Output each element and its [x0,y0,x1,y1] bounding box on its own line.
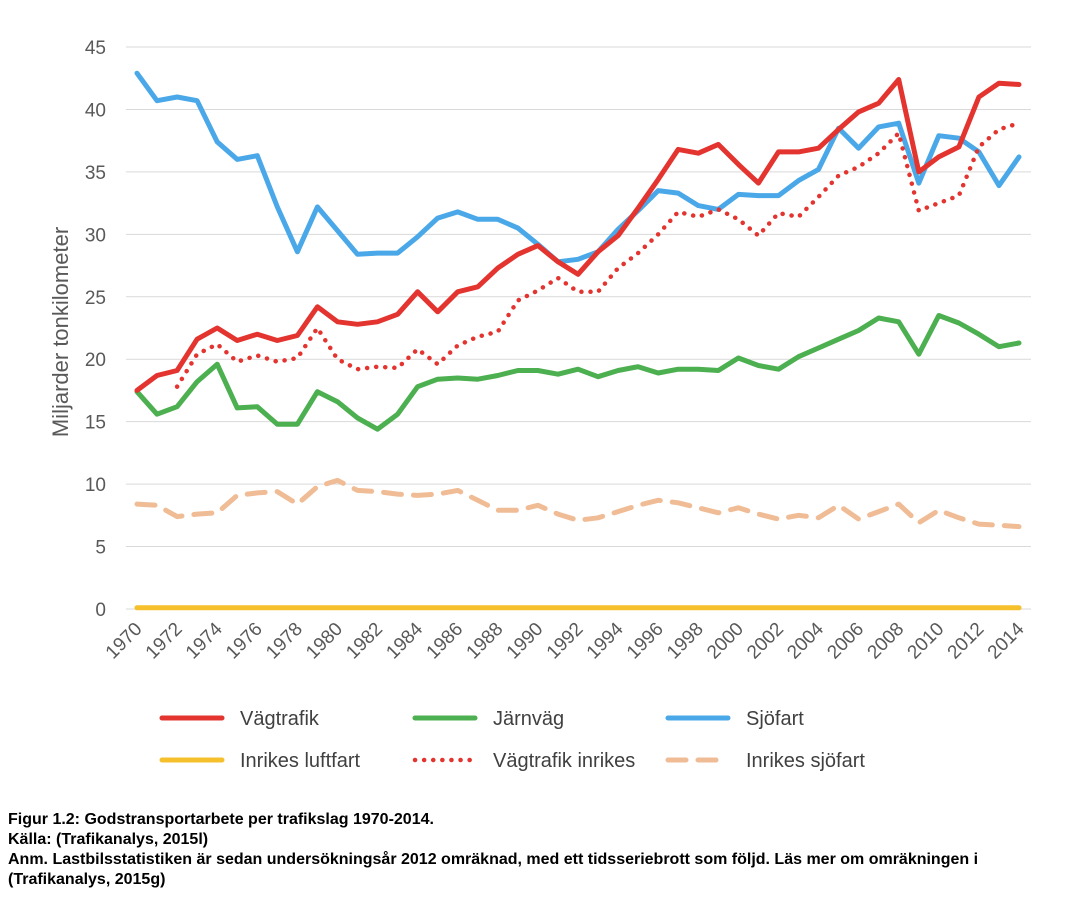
x-tick-label: 1992 [543,619,588,664]
y-tick-label: 30 [85,225,106,246]
legend-label: Vägtrafik [240,708,320,730]
legend-label: Inrikes sjöfart [746,750,865,772]
x-tick-label: 2014 [984,618,1029,663]
legend-label: Inrikes luftfart [240,750,360,772]
caption-figure-title: Figur 1.2: Godstransportarbete per trafi… [8,811,434,828]
x-tick-label: 2012 [944,619,989,664]
x-tick-label: 1982 [342,619,387,664]
x-tick-label: 1986 [423,619,468,664]
x-tick-label: 1978 [262,619,307,664]
y-axis-label: Miljarder tonkilometer [48,227,73,437]
series-line-0 [134,77,1022,393]
x-tick-label: 2010 [904,619,949,664]
legend-label: Vägtrafik inrikes [493,750,635,772]
legend-label: Järnväg [493,708,564,730]
x-tick-label: 1994 [583,618,628,663]
x-tick-label: 2008 [864,619,909,664]
y-tick-label: 10 [85,475,106,496]
y-tick-label: 15 [85,413,106,434]
caption-note: Anm. Lastbilsstatistiken är sedan unders… [8,851,979,888]
x-tick-label: 1998 [663,619,708,664]
y-tick-label: 35 [85,163,106,184]
caption-source: Källa: (Trafikanalys, 2015l) [8,831,209,848]
x-tick-label: 2002 [743,619,788,664]
x-tick-label: 1974 [182,618,227,663]
series-line-1 [134,313,1022,432]
x-tick-label: 2000 [703,619,748,664]
x-tick-label: 2004 [783,618,828,663]
y-tick-label: 0 [95,600,106,621]
x-tick-label: 1970 [102,619,147,664]
y-axis-ticks: 0 5 10 15 20 25 30 35 40 45 [85,38,106,621]
legend-label: Sjöfart [746,708,804,730]
series-line-5 [134,477,1022,530]
y-tick-label: 45 [85,38,106,59]
y-tick-label: 20 [85,350,106,371]
series-line-4 [174,120,1022,389]
series-line-2 [134,70,1022,265]
x-axis-ticks: 1970197219741976197819801982198419861988… [102,618,1029,663]
x-tick-label: 2006 [823,619,868,664]
x-tick-label: 1988 [463,619,508,664]
series-lines [134,70,1022,611]
figure-caption: Figur 1.2: Godstransportarbete per trafi… [8,810,1058,890]
y-tick-label: 5 [95,538,106,559]
y-tick-label: 40 [85,100,106,121]
x-tick-label: 1976 [222,619,267,664]
x-tick-label: 1980 [302,619,347,664]
legend: Vägtrafik Järnväg Sjöfart Inrikes luftfart V… [159,708,865,772]
y-tick-label: 25 [85,288,106,309]
gridlines [126,46,1031,610]
x-tick-label: 1990 [503,619,548,664]
x-tick-label: 1984 [382,618,427,663]
x-tick-label: 1996 [623,619,668,664]
x-tick-label: 1972 [142,619,187,664]
